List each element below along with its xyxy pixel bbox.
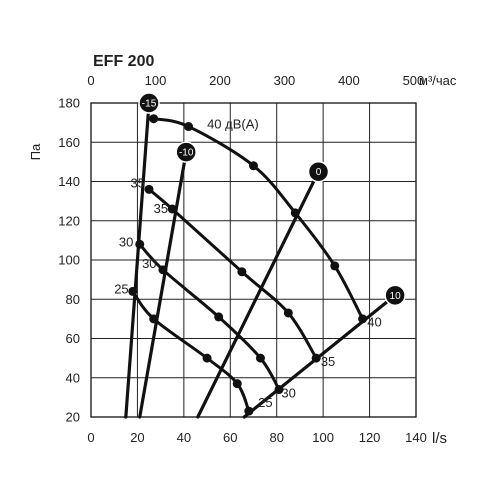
noise-curve-label: 25 xyxy=(114,281,128,296)
noise-curves xyxy=(128,114,368,416)
x-tick-label: 120 xyxy=(359,430,381,445)
y-tick-label: 20 xyxy=(66,410,80,425)
noise-point xyxy=(167,204,177,214)
noise-curve-label: 30 xyxy=(281,385,295,400)
x-tick-label: 40 xyxy=(177,430,191,445)
fan-line-badges: -15 -10 0 10 xyxy=(138,92,406,307)
y-tick-label: 100 xyxy=(58,253,80,268)
y-tick-label: 60 xyxy=(66,331,80,346)
x-tick-labels: 0 20 40 60 80 100 120 140 xyxy=(87,430,426,445)
fan-line-badge xyxy=(175,141,197,163)
noise-point xyxy=(290,208,300,218)
plot-frame xyxy=(90,102,417,418)
fan-line xyxy=(196,170,321,419)
x-top-tick-label: 100 xyxy=(145,73,167,88)
noise-point xyxy=(232,379,242,389)
noise-point xyxy=(158,265,168,275)
noise-point xyxy=(214,312,224,322)
noise-point xyxy=(184,122,193,132)
noise-point xyxy=(274,385,284,395)
noise-point xyxy=(149,314,159,324)
noise-point xyxy=(330,261,340,271)
noise-curve-label: 40 дВ(A) xyxy=(207,117,259,132)
x-top-axis-unit: м³/час xyxy=(419,73,457,88)
fan-line-badge-label: 10 xyxy=(390,291,402,302)
noise-point xyxy=(255,353,265,363)
noise-curve-label: 35 xyxy=(321,354,335,369)
x-tick-label: 100 xyxy=(312,430,334,445)
noise-curve-label: 25 xyxy=(258,395,272,410)
fan-line-badge xyxy=(138,92,160,114)
fan-line-badge xyxy=(307,160,330,183)
y-tick-label: 40 xyxy=(66,370,80,385)
noise-curve-label: 40 xyxy=(367,315,381,330)
noise-curve-label: 35 xyxy=(154,201,168,216)
y-tick-labels: 20 40 60 80 100 120 140 160 180 xyxy=(58,96,80,425)
fan-line xyxy=(138,150,188,419)
noise-point xyxy=(244,406,254,416)
curve-labels: 40 дВ(A) 35 35 30 30 25 40 35 30 25 xyxy=(114,117,382,411)
noise-point xyxy=(311,353,321,363)
fan-line-badge-label: 0 xyxy=(316,167,322,178)
fan-line xyxy=(124,101,151,419)
noise-curve-label: 35 xyxy=(130,175,144,190)
noise-curve-label: 30 xyxy=(142,256,156,271)
x-top-tick-label: 0 xyxy=(87,73,94,88)
noise-point xyxy=(249,161,258,171)
noise-curve-label: 30 xyxy=(119,234,133,249)
fan-line-badge-label: -10 xyxy=(179,148,194,159)
x-top-tick-label: 500 xyxy=(403,73,425,88)
noise-point xyxy=(202,353,212,363)
x-axis-unit: l/s xyxy=(432,430,447,447)
noise-point xyxy=(237,267,247,277)
y-tick-label: 140 xyxy=(58,174,80,189)
x-top-tick-label: 300 xyxy=(274,73,296,88)
x-top-tick-labels: 0 100 200 300 400 500 xyxy=(87,73,424,88)
y-tick-label: 120 xyxy=(58,213,80,228)
y-tick-label: 160 xyxy=(58,135,80,150)
grid xyxy=(91,103,416,417)
y-tick-label: 80 xyxy=(66,292,80,307)
x-tick-label: 80 xyxy=(269,430,283,445)
y-axis-label: Па xyxy=(28,143,43,160)
noise-point xyxy=(358,314,368,324)
x-tick-label: 140 xyxy=(405,430,427,445)
fan-line-badge-label: -15 xyxy=(142,99,157,110)
noise-point xyxy=(128,286,138,296)
x-tick-label: 60 xyxy=(223,430,237,445)
fan-line-badge xyxy=(384,284,406,307)
noise-point xyxy=(283,308,293,318)
x-tick-label: 0 xyxy=(87,430,94,445)
noise-point xyxy=(149,114,159,124)
x-top-tick-label: 200 xyxy=(209,73,231,88)
x-top-tick-label: 400 xyxy=(338,73,360,88)
x-tick-label: 20 xyxy=(130,430,144,445)
chart-title: EFF 200 xyxy=(93,53,154,70)
noise-point xyxy=(144,184,154,194)
noise-point xyxy=(135,239,145,249)
y-tick-label: 180 xyxy=(58,96,80,111)
